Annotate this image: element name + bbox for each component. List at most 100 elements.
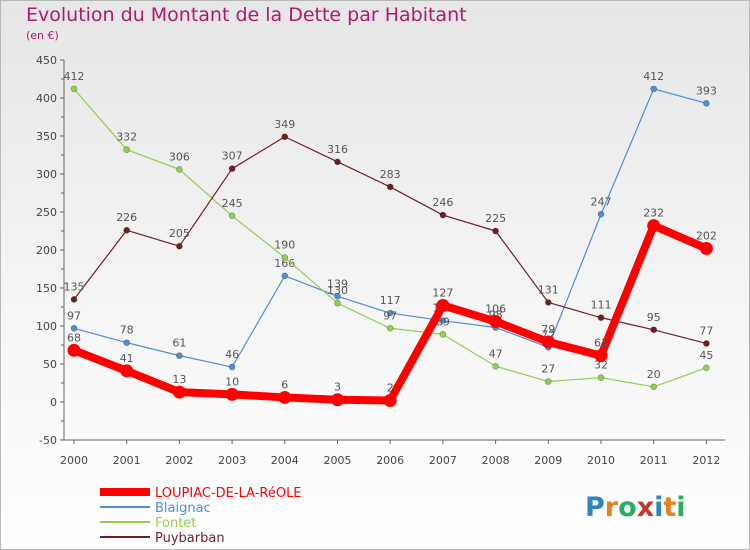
data-point — [703, 100, 710, 107]
data-label: 232 — [643, 207, 664, 220]
x-tick-label: 2004 — [271, 454, 299, 467]
data-point — [439, 317, 447, 324]
x-tick-label: 2005 — [324, 454, 352, 467]
x-tick-label: 2003 — [218, 454, 246, 467]
data-point — [70, 85, 78, 93]
logo-letter: i — [654, 492, 663, 523]
data-label: 61 — [172, 337, 186, 350]
data-label: 10 — [225, 375, 239, 388]
data-label: 117 — [380, 294, 401, 307]
y-tick-label: 200 — [36, 244, 57, 257]
data-label: 46 — [225, 348, 239, 361]
y-tick-label: 100 — [36, 320, 57, 333]
data-point — [228, 363, 236, 371]
y-tick-label: -50 — [39, 434, 57, 447]
data-point — [172, 385, 186, 399]
data-label: 111 — [591, 299, 612, 312]
data-label: 79 — [541, 323, 555, 336]
data-label: 45 — [699, 349, 713, 362]
y-tick-label: 400 — [36, 92, 57, 105]
data-point — [281, 272, 289, 280]
x-tick-label: 2000 — [60, 454, 88, 467]
data-point — [647, 219, 661, 233]
data-point — [703, 340, 710, 347]
x-tick-label: 2007 — [429, 454, 457, 467]
data-point — [650, 326, 658, 334]
data-label: 127 — [432, 286, 453, 299]
data-label: 135 — [64, 280, 85, 293]
data-label: 316 — [327, 143, 348, 156]
data-label: 97 — [383, 309, 397, 322]
data-label: 78 — [120, 324, 134, 337]
data-label: 3 — [334, 381, 341, 394]
chart-title: Evolution du Montant de la Dette par Hab… — [26, 4, 467, 26]
data-point — [334, 158, 341, 166]
data-point — [699, 241, 713, 255]
data-label: 106 — [485, 302, 506, 315]
logo-letter: i — [676, 492, 685, 523]
logo-letter: P — [585, 492, 605, 523]
x-tick-label: 2010 — [587, 454, 615, 467]
data-point — [176, 166, 183, 173]
data-label: 306 — [169, 150, 190, 163]
y-tick-label: 450 — [36, 54, 57, 67]
y-tick-label: 0 — [50, 396, 57, 409]
data-point — [594, 349, 608, 363]
y-tick-label: 350 — [36, 130, 57, 143]
logo-letter: x — [637, 492, 654, 523]
x-tick-label: 2012 — [692, 454, 720, 467]
data-label: 247 — [591, 195, 612, 208]
x-tick-label: 2011 — [640, 454, 668, 467]
legend-label: LOUPIAC-DE-LA-RéOLE — [155, 486, 302, 501]
data-point — [331, 393, 344, 407]
logo-letter: t — [663, 492, 676, 523]
data-label: 307 — [222, 150, 243, 163]
y-tick-label: 250 — [36, 206, 57, 219]
logo-letter: r — [605, 492, 619, 523]
data-label: 2 — [387, 381, 394, 394]
data-label: 412 — [643, 70, 664, 83]
data-point — [228, 212, 236, 220]
x-tick-label: 2009 — [534, 454, 562, 467]
data-label: 95 — [647, 311, 661, 324]
data-label: 32 — [594, 359, 608, 372]
data-point — [492, 227, 499, 235]
data-label: 226 — [116, 211, 137, 224]
data-point — [120, 364, 134, 378]
data-point — [70, 296, 78, 303]
data-label: 166 — [274, 257, 295, 270]
legend-label: Blaignac — [155, 501, 211, 516]
y-tick-label: 50 — [43, 358, 57, 371]
legend-label: Puybarban — [155, 531, 225, 546]
proxiti-logo: Proxiti — [585, 492, 686, 523]
y-tick-label: 150 — [36, 282, 57, 295]
data-point — [278, 390, 292, 404]
data-label: 139 — [327, 277, 348, 290]
data-label: 20 — [647, 368, 661, 381]
data-point — [123, 226, 130, 234]
legend-label: Fontet — [155, 516, 196, 531]
x-tick-label: 2008 — [482, 454, 510, 467]
data-label: 393 — [696, 84, 717, 97]
data-point — [492, 362, 499, 370]
data-point — [386, 309, 394, 317]
data-label: 412 — [64, 70, 85, 83]
logo-letter: o — [618, 492, 637, 523]
data-point — [225, 387, 239, 401]
data-point — [439, 211, 447, 219]
data-label: 332 — [116, 131, 137, 144]
data-point — [67, 343, 81, 357]
data-label: 190 — [274, 239, 295, 252]
data-point — [650, 85, 658, 93]
data-point — [489, 314, 503, 328]
data-point — [334, 299, 341, 307]
data-point — [383, 393, 397, 407]
data-label: 131 — [538, 283, 559, 296]
data-point — [436, 298, 450, 312]
data-label: 6 — [281, 378, 288, 391]
data-label: 130 — [327, 284, 348, 297]
data-point — [650, 383, 658, 391]
data-point — [439, 331, 447, 338]
